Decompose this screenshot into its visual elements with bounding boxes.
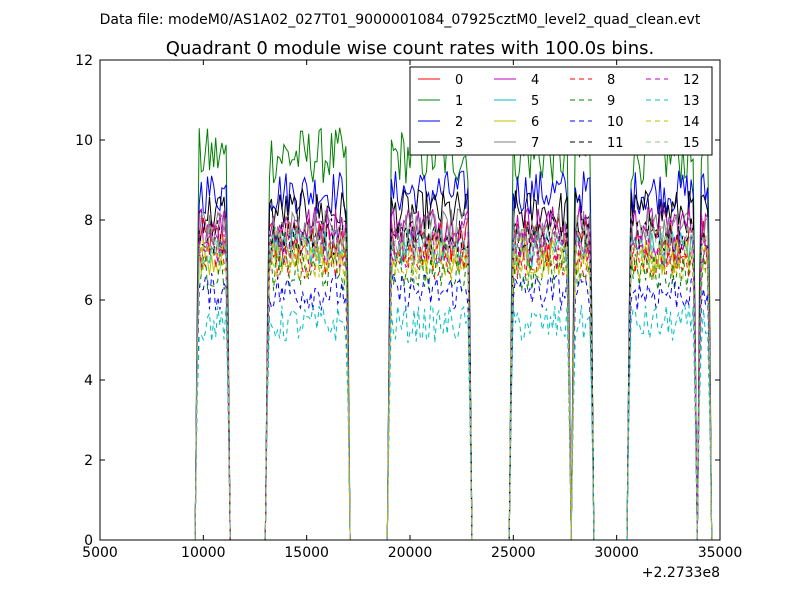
- series-line-14: [194, 243, 713, 541]
- legend-label-7: 7: [531, 136, 539, 151]
- legend-label-3: 3: [455, 136, 463, 151]
- y-tick-label: 0: [84, 533, 93, 549]
- legend-label-5: 5: [531, 94, 539, 109]
- x-tick-label: 15000: [284, 545, 329, 561]
- chart-suptitle: Data file: modeM0/AS1A02_027T01_90000010…: [100, 12, 701, 28]
- legend-label-2: 2: [455, 115, 463, 130]
- series-line-7: [194, 208, 713, 541]
- legend-label-1: 1: [455, 94, 463, 109]
- series-line-6: [194, 237, 713, 541]
- y-tick-label: 6: [84, 293, 93, 309]
- legend-label-9: 9: [607, 94, 615, 109]
- legend-label-12: 12: [683, 73, 700, 88]
- legend-label-4: 4: [531, 73, 539, 88]
- series-line-5: [194, 228, 713, 541]
- axes-frame: [99, 59, 721, 541]
- legend-label-0: 0: [455, 73, 463, 88]
- x-tick-label: 35000: [698, 545, 743, 561]
- y-tick-label: 2: [84, 453, 93, 469]
- x-tick-label: 20000: [388, 545, 433, 561]
- series-line-8: [194, 240, 713, 541]
- chart-title: Quadrant 0 module wise count rates with …: [166, 38, 655, 59]
- x-offset-label: +2.2733e8: [642, 565, 720, 581]
- legend-label-10: 10: [607, 115, 624, 130]
- legend-label-6: 6: [531, 115, 539, 130]
- axis-ticks: 5000 10000 15000 20000 25000 30000 35000 0 2 4 6 8 1…: [75, 53, 742, 561]
- series-line-13: [194, 304, 713, 541]
- legend-label-14: 14: [683, 115, 700, 130]
- series-line-9: [194, 252, 713, 541]
- series-line-10: [194, 273, 713, 541]
- legend-label-15: 15: [683, 136, 700, 151]
- series-line-3: [194, 187, 713, 541]
- x-tick-label: 5000: [82, 545, 118, 561]
- x-tick-label: 30000: [594, 545, 639, 561]
- y-tick-label: 10: [75, 133, 93, 149]
- y-tick-label: 4: [84, 373, 93, 389]
- y-tick-label: 8: [84, 213, 93, 229]
- legend-label-11: 11: [607, 136, 624, 151]
- series-line-12: [194, 227, 713, 541]
- x-tick-label: 10000: [181, 545, 226, 561]
- legend-box: [409, 66, 713, 156]
- x-tick-label: 25000: [491, 545, 536, 561]
- y-tick-label: 12: [75, 53, 93, 69]
- legend-label-8: 8: [607, 73, 615, 88]
- plot-lines: [194, 127, 713, 541]
- legend-label-13: 13: [683, 94, 700, 109]
